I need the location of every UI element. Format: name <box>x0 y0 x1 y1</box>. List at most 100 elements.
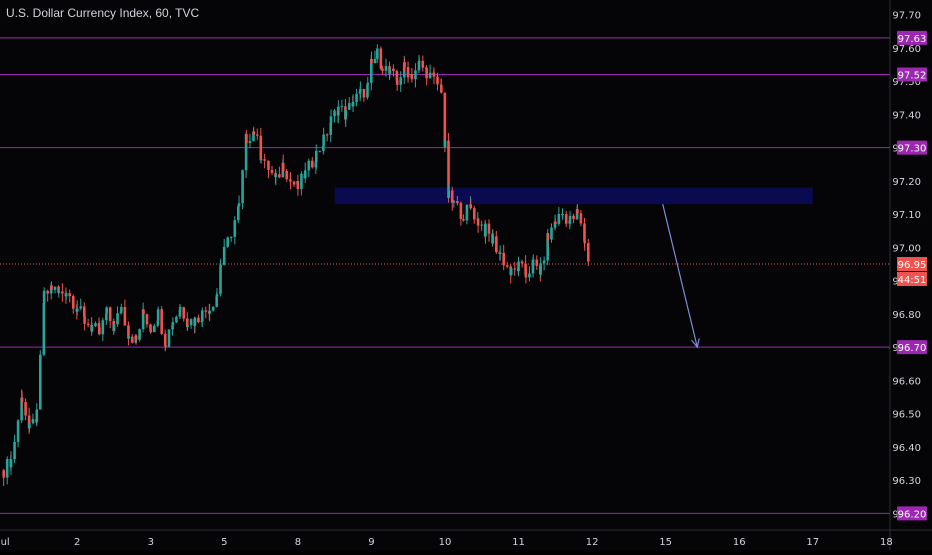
candle-body <box>524 263 527 275</box>
candle-body <box>347 103 351 110</box>
candle-body <box>531 259 535 261</box>
candle-body <box>46 290 49 294</box>
candle-body <box>513 268 517 270</box>
candle-body <box>141 309 145 330</box>
y-tick-label: 97.60 <box>892 44 921 55</box>
candle-body <box>215 294 219 297</box>
candle-body <box>24 402 27 416</box>
candle-body <box>28 423 31 429</box>
candle-body <box>366 84 369 98</box>
candle-body <box>465 204 469 221</box>
candle-body <box>171 322 175 326</box>
candle-body <box>245 134 248 143</box>
candle-body <box>322 134 325 146</box>
candle-body <box>344 109 348 120</box>
candle-body <box>484 223 487 237</box>
level-tag <box>897 30 927 45</box>
candle-body <box>406 67 410 78</box>
candle-body <box>480 224 483 226</box>
x-tick-label: 2 <box>74 537 80 548</box>
x-tick-label: 17 <box>806 537 819 548</box>
candle-body <box>248 141 252 143</box>
candle-body <box>16 420 20 442</box>
candle-body <box>149 329 153 333</box>
candle-body <box>193 317 197 326</box>
candle-body <box>428 72 432 79</box>
candle-body <box>42 290 46 303</box>
candle-body <box>215 296 218 307</box>
candle-body <box>259 135 263 160</box>
candle-body <box>20 397 23 421</box>
candle-body <box>204 310 208 312</box>
candle-body <box>178 307 182 310</box>
x-tick-label: 18 <box>880 537 893 548</box>
candle-body <box>303 170 307 179</box>
candle-body <box>447 190 450 198</box>
candle-body <box>491 236 495 244</box>
candle-body <box>388 68 392 74</box>
current-price-label: 96.95 <box>898 260 927 271</box>
x-tick-label: 15 <box>659 537 672 548</box>
candle-body <box>583 223 586 242</box>
candle-body <box>586 243 590 262</box>
candle-body <box>579 213 583 224</box>
candle-body <box>329 122 332 135</box>
candle-body <box>362 88 366 98</box>
candle-body <box>175 316 178 323</box>
x-tick-label: 12 <box>586 537 599 548</box>
x-tick-label: Jul <box>0 537 10 548</box>
candle-body <box>160 309 163 334</box>
candle-body <box>542 260 546 264</box>
candle-body <box>311 160 314 168</box>
candle-body <box>241 170 244 204</box>
x-tick-label: 10 <box>439 537 452 548</box>
candle-body <box>379 48 383 69</box>
candle-body <box>443 140 447 147</box>
candle-body <box>583 241 587 244</box>
candle-body <box>5 459 9 478</box>
candle-body <box>255 134 259 136</box>
candle-body <box>487 223 491 234</box>
candle-body <box>292 181 296 185</box>
candle-body <box>178 309 182 317</box>
level-tag-label: 97.63 <box>898 34 927 45</box>
candle-body <box>359 88 362 91</box>
candle-body <box>270 169 274 173</box>
candle-body <box>75 308 79 312</box>
y-tick-label: 97.50 <box>892 77 921 88</box>
candle-body <box>289 180 292 182</box>
candle-body <box>142 309 145 315</box>
candle-body <box>561 214 564 216</box>
candle-body <box>557 214 561 224</box>
candle-body <box>39 354 42 410</box>
candle-body <box>105 307 108 314</box>
candle-body <box>531 259 535 274</box>
x-tick-label: 5 <box>221 537 227 548</box>
candle-body <box>233 220 237 237</box>
candle-body <box>329 116 333 123</box>
candle-body <box>450 190 454 203</box>
candle-body <box>42 302 46 355</box>
candle-body <box>392 68 395 71</box>
candle-body <box>134 335 138 340</box>
candle-body <box>546 233 549 261</box>
candle-body <box>572 215 575 220</box>
level-tag <box>897 67 927 82</box>
candle-body <box>564 214 568 224</box>
candle-body <box>318 150 322 152</box>
candle-body <box>9 459 13 468</box>
current-price-tag <box>897 257 927 272</box>
level-tag-label: 96.20 <box>898 509 927 520</box>
candle-body <box>153 325 156 333</box>
candle-body <box>278 174 281 178</box>
candle-body <box>417 60 421 62</box>
candle-body <box>281 162 285 172</box>
candle-body <box>31 419 35 424</box>
candle-body <box>189 319 193 326</box>
candle-body <box>373 58 377 64</box>
candle-body <box>263 159 266 161</box>
y-tick-label: 97.40 <box>892 110 921 121</box>
x-tick-label: 11 <box>512 537 525 548</box>
candle-body <box>425 68 428 79</box>
